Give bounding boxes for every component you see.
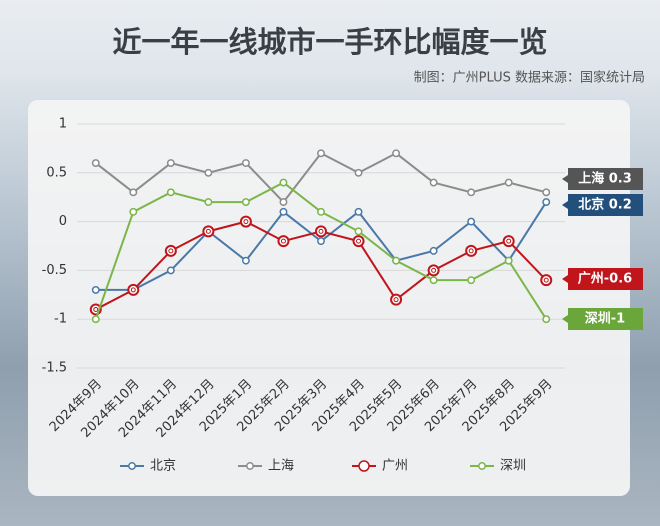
legend-marker: [358, 460, 370, 472]
data-point: [317, 237, 325, 246]
end-label-box: [562, 194, 643, 216]
y-tick-label: -1.5: [42, 361, 67, 376]
data-point: [317, 207, 325, 216]
data-point: [540, 274, 553, 287]
data-point: [467, 276, 476, 285]
data-point: [317, 149, 325, 158]
data-point: [504, 178, 513, 187]
data-point: [542, 188, 551, 197]
chart-subtitle: 制图：广州PLUS 数据来源：国家统计局: [414, 70, 645, 86]
data-point: [166, 188, 175, 197]
data-point: [91, 159, 100, 167]
data-point-inner: [356, 238, 362, 244]
data-point-inner: [318, 228, 324, 234]
end-label: 深圳-1: [585, 311, 625, 327]
data-point: [91, 315, 100, 324]
data-point: [277, 235, 290, 248]
data-point: [354, 227, 363, 236]
end-label: 上海 0.3: [578, 171, 632, 187]
y-tick-label: 1: [59, 117, 67, 132]
data-point-inner: [393, 297, 399, 303]
data-point-inner: [130, 287, 136, 293]
data-point: [542, 198, 551, 207]
chart-title: 近一年一线城市一手环比幅度一览: [112, 25, 547, 59]
data-point: [166, 159, 175, 167]
data-point-inner: [431, 267, 437, 273]
data-point-inner: [243, 219, 249, 225]
y-tick-label: -1: [54, 312, 67, 327]
data-point: [241, 198, 250, 207]
data-point: [392, 149, 401, 158]
data-point: [127, 283, 140, 296]
data-point: [241, 159, 250, 167]
data-point: [429, 246, 438, 255]
data-point: [467, 188, 476, 197]
data-point-inner: [468, 248, 474, 254]
data-point: [204, 198, 213, 207]
end-label: 北京 0.2: [578, 197, 632, 213]
data-point: [279, 178, 288, 187]
data-point: [542, 315, 551, 324]
data-point: [504, 256, 513, 265]
data-point: [239, 215, 252, 228]
data-point-inner: [543, 277, 549, 283]
data-point: [202, 225, 215, 238]
y-tick-label: 0.5: [46, 165, 67, 180]
data-point: [467, 217, 476, 226]
data-point: [465, 244, 478, 257]
y-tick-label: -0.5: [42, 263, 67, 278]
legend-marker: [128, 462, 136, 470]
data-point: [91, 285, 100, 294]
data-point-inner: [205, 228, 211, 234]
legend-marker: [478, 462, 486, 470]
data-point: [429, 276, 438, 285]
data-point-inner: [280, 238, 286, 244]
plot-card: [28, 100, 630, 496]
data-point: [392, 256, 401, 265]
y-tick-label: 0: [59, 214, 67, 229]
end-label-box: [562, 268, 643, 290]
data-point: [279, 207, 288, 216]
data-point: [502, 235, 515, 248]
data-point-inner: [168, 248, 174, 254]
data-point: [352, 235, 365, 248]
end-label: 广州-0.6: [578, 271, 632, 287]
legend-label: 广州: [382, 459, 408, 474]
data-point: [429, 178, 438, 187]
data-point: [166, 266, 175, 275]
data-point: [315, 225, 327, 238]
data-point: [427, 264, 440, 277]
legend-label: 上海: [268, 459, 294, 474]
data-point: [354, 207, 363, 216]
data-point-inner: [93, 306, 99, 312]
data-point: [164, 244, 177, 257]
legend-marker: [246, 462, 254, 470]
data-point: [390, 293, 403, 306]
data-point: [129, 207, 138, 216]
end-label-box: [562, 168, 643, 190]
data-point: [241, 256, 250, 265]
legend-label: 深圳: [500, 459, 526, 474]
legend-label: 北京: [150, 459, 176, 474]
data-point: [279, 198, 288, 207]
data-point: [129, 188, 138, 197]
data-point: [354, 168, 363, 177]
end-label-box: [562, 308, 643, 330]
data-point-inner: [506, 238, 512, 244]
data-point: [204, 168, 213, 177]
